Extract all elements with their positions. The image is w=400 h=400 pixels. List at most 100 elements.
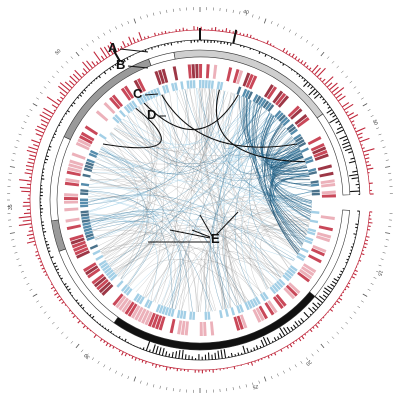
link-curve — [103, 225, 269, 289]
red-heat-cell — [112, 293, 124, 306]
inner-bar — [126, 57, 129, 61]
scale-tick — [103, 32, 106, 36]
scale-tick — [51, 75, 55, 79]
tick-label-35: 35 — [8, 204, 14, 210]
blue-heat-cell — [192, 80, 196, 89]
blue-heat-cell — [82, 173, 91, 178]
scale-tick — [385, 159, 389, 161]
blue-heat-cell — [80, 210, 89, 214]
scale-tick — [336, 331, 340, 335]
outer-bar — [138, 31, 143, 41]
scale-tick — [232, 9, 234, 13]
outer-bar — [64, 81, 73, 89]
blue-link-curve — [267, 127, 312, 215]
blue-heat-cell — [288, 267, 296, 275]
red-heat-cell — [199, 63, 203, 79]
outer-bar — [134, 357, 137, 361]
outer-bar — [107, 45, 114, 55]
blue-heat-cell — [310, 180, 319, 184]
link-curve — [114, 99, 251, 145]
red-heat-cell — [134, 306, 144, 321]
blue-heat-cell — [304, 239, 313, 245]
blue-link-curve — [245, 98, 307, 235]
red-heat-cell — [307, 136, 322, 146]
red-heat-cell — [98, 281, 112, 294]
scale-tick — [360, 300, 364, 303]
outer-bar — [28, 146, 38, 151]
red-heat-cell — [67, 166, 82, 173]
outer-bar — [307, 331, 309, 333]
red-heat-cell — [272, 296, 284, 310]
outer-bar — [361, 253, 365, 256]
red-heat-cell — [320, 179, 335, 185]
red-heat-cell — [301, 266, 315, 277]
link-curve — [87, 197, 173, 309]
blue-heat-cell — [139, 95, 146, 104]
inner-bar — [294, 321, 299, 327]
outer-bar — [260, 358, 263, 361]
red-heat-cell — [205, 64, 210, 79]
outer-bar — [329, 308, 334, 312]
outer-bar — [341, 102, 350, 108]
blue-heatmap-ring — [80, 80, 320, 320]
inner-bar — [329, 111, 335, 116]
scale-tick — [288, 367, 291, 371]
outer-bar — [366, 164, 372, 167]
link-curve — [110, 132, 181, 309]
blue-heat-cell — [84, 230, 93, 236]
outer-bar — [356, 132, 363, 136]
red-heat-cell — [85, 265, 99, 276]
link-curve — [87, 194, 281, 278]
inner-bar — [148, 349, 151, 352]
inner-bar — [217, 350, 220, 359]
tick-label-30: 30 — [83, 352, 91, 360]
scale-tick — [159, 11, 161, 15]
scale-tick — [65, 336, 69, 340]
red-heat-cell — [290, 108, 303, 120]
scale-tick — [385, 232, 391, 234]
annotation-label-b: B — [116, 57, 125, 72]
blue-heat-cell — [126, 103, 133, 112]
inner-bar — [90, 82, 93, 84]
link-curve — [109, 103, 258, 149]
annotation-leader-c — [144, 93, 159, 96]
red-heat-cell — [95, 110, 109, 122]
scale-tick — [127, 376, 130, 380]
scale-tick — [357, 306, 361, 309]
red-heat-cell — [69, 234, 84, 242]
outer-bar — [354, 269, 358, 273]
red-heat-cell — [232, 69, 240, 84]
scale-tick — [80, 349, 84, 353]
red-heat-cell — [154, 70, 162, 86]
scale-tick — [20, 127, 24, 130]
red-heat-cell — [144, 311, 153, 326]
link-curve — [219, 103, 279, 281]
inner-bar — [70, 104, 74, 107]
link-curve — [265, 211, 310, 230]
scale-tick — [341, 70, 344, 74]
inner-bar — [155, 345, 159, 354]
blue-heat-cell — [81, 216, 90, 220]
outer-bar — [141, 359, 144, 363]
inner-bar — [296, 72, 299, 75]
inner-bar — [55, 130, 58, 132]
blue-heat-cell — [89, 244, 99, 250]
red-heat-cell — [226, 67, 233, 82]
link-curve — [127, 125, 284, 287]
outer-bar — [344, 288, 347, 291]
red-heat-cell — [236, 70, 244, 85]
scale-tick — [370, 115, 374, 117]
scale-tick — [16, 140, 20, 142]
inner-bar — [104, 327, 107, 330]
inner-bar — [351, 177, 359, 180]
scale-tick — [115, 370, 117, 374]
blue-heat-cell — [98, 259, 107, 267]
scale-tick — [239, 385, 241, 389]
scale-tick — [277, 23, 279, 27]
scale-tick — [16, 258, 20, 260]
link-curve — [96, 154, 137, 179]
outer-bar — [54, 292, 59, 296]
outer-bar — [358, 136, 363, 140]
inner-bar — [47, 247, 50, 249]
blue-heat-cell — [147, 91, 154, 100]
